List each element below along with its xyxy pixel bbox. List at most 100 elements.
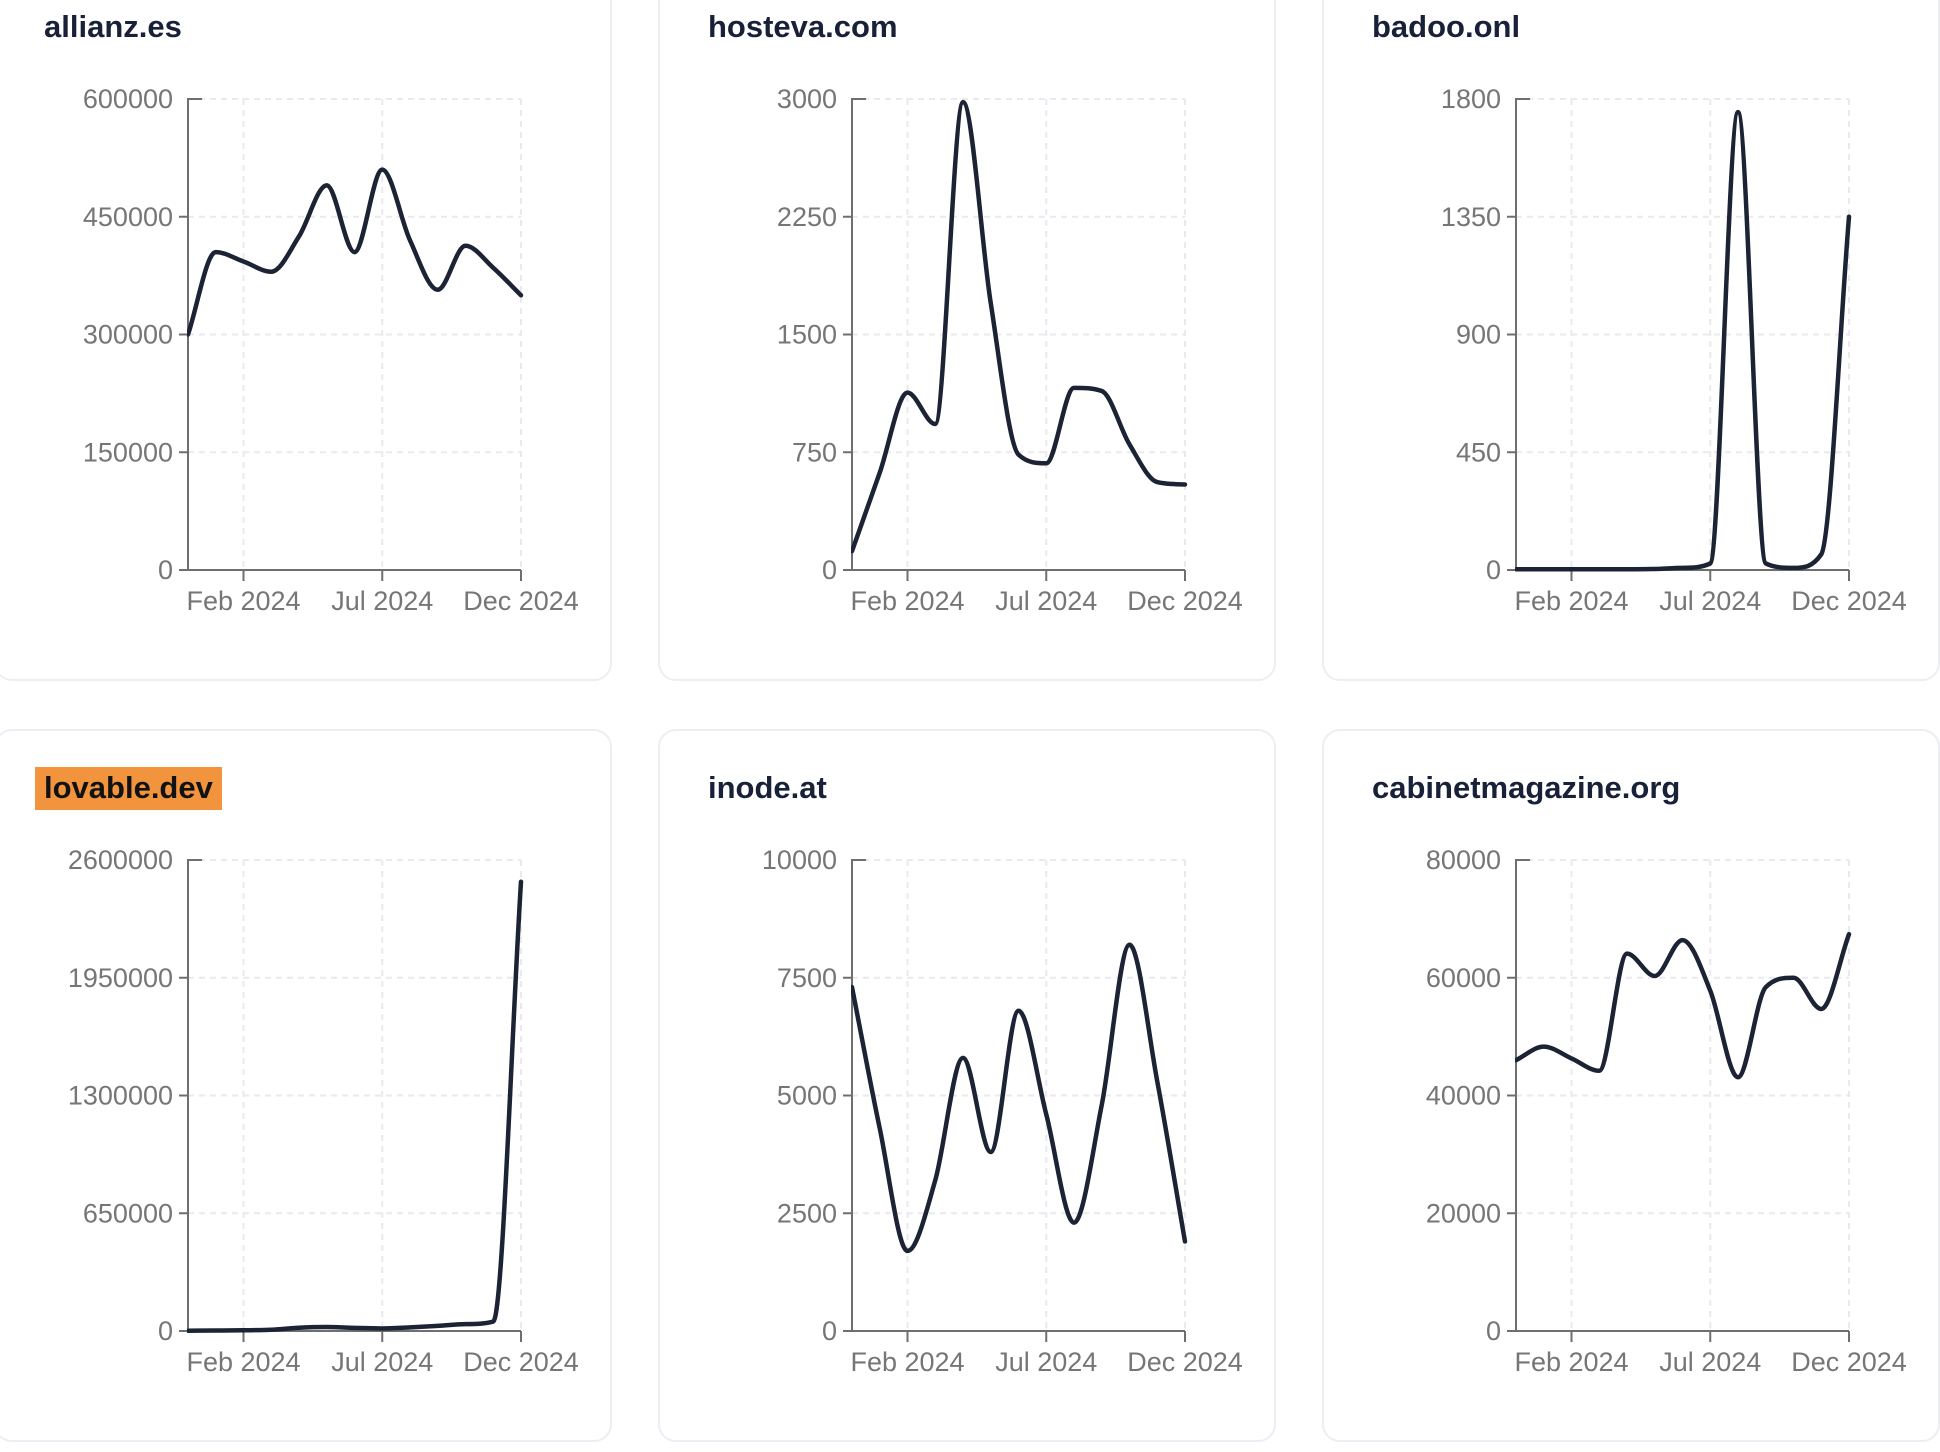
chart-card: allianz.es 0 150000 300000 450000 600000 Feb … [0,0,612,681]
chart-title: badoo.onl [1372,8,1520,46]
x-tick-label: Jul 2024 [995,1347,1097,1377]
chart-title: lovable.dev [35,767,222,810]
y-tick-labels: 0 20000 40000 60000 80000 [1426,845,1501,1346]
x-tick-label: Dec 2024 [1791,1347,1907,1377]
y-tick-label: 80000 [1426,845,1501,875]
x-tick-label: Jul 2024 [331,1347,433,1377]
y-tick-label: 20000 [1426,1198,1501,1228]
axes [843,98,1186,581]
y-tick-label: 0 [158,1316,173,1346]
y-tick-label: 2500 [777,1198,837,1228]
y-tick-label: 0 [1486,1316,1501,1346]
axes [179,98,522,581]
x-tick-label: Dec 2024 [1127,586,1243,616]
x-tick-label: Feb 2024 [1514,1347,1628,1377]
chart-card: hosteva.com 0 750 1500 2250 3000 Feb 2024 Jul … [658,0,1276,681]
series-line [851,942,1188,1254]
y-tick-label: 300000 [83,320,173,350]
chart-card: cabinetmagazine.org 0 20000 40000 60000 8000… [1322,729,1940,1442]
y-tick-label: 10000 [762,845,837,875]
y-tick-labels: 0 650000 1300000 1950000 2600000 [68,845,173,1346]
x-tick-label: Jul 2024 [1659,586,1761,616]
y-tick-label: 600000 [83,84,173,114]
chart-title-text: inode.at [708,770,827,805]
y-tick-labels: 0 150000 300000 450000 600000 [83,84,173,585]
series-line [187,879,524,1333]
chart-title: allianz.es [44,8,182,46]
y-tick-label: 40000 [1426,1081,1501,1111]
x-tick-label: Jul 2024 [995,586,1097,616]
gridlines [188,98,522,570]
x-tick-labels: Feb 2024 Jul 2024 Dec 2024 [186,586,578,616]
line-chart: 0 20000 40000 60000 80000 Feb 2024 Jul 2024 Dec… [1426,845,1907,1377]
y-tick-label: 450000 [83,202,173,232]
y-tick-label: 60000 [1426,963,1501,993]
chart-title: hosteva.com [708,8,898,46]
y-tick-label: 7500 [777,963,837,993]
gridlines [852,98,1186,570]
chart-title-text: lovable.dev [35,767,222,810]
chart-title: cabinetmagazine.org [1372,769,1680,807]
y-tick-label: 2250 [777,202,837,232]
gridlines [1516,859,1850,1331]
line-chart: 0 150000 300000 450000 600000 Feb 2024 Jul 202… [83,84,579,616]
x-tick-label: Dec 2024 [1791,586,1907,616]
x-tick-label: Feb 2024 [850,586,964,616]
x-tick-labels: Feb 2024 Jul 2024 Dec 2024 [1514,1347,1906,1377]
line-chart: 0 450 900 1350 1800 Feb 2024 Jul 2024 Dec 2024 [1441,84,1907,616]
x-tick-label: Dec 2024 [1127,1347,1243,1377]
y-tick-label: 150000 [83,437,173,467]
x-tick-labels: Feb 2024 Jul 2024 Dec 2024 [1514,586,1906,616]
chart-card: badoo.onl 0 450 900 1350 1800 Feb 2024 Jul 202… [1322,0,1940,681]
y-tick-label: 450 [1456,437,1501,467]
y-tick-label: 3000 [777,84,837,114]
x-tick-label: Feb 2024 [1514,586,1628,616]
chart-title: inode.at [708,769,827,807]
series-line [1515,931,1852,1080]
x-tick-label: Feb 2024 [186,1347,300,1377]
y-tick-label: 1300000 [68,1081,173,1111]
y-tick-label: 1950000 [68,963,173,993]
axes [179,859,522,1342]
y-tick-label: 0 [822,555,837,585]
series-line [1515,109,1852,572]
chart-title-text: badoo.onl [1372,9,1521,44]
y-tick-label: 2600000 [68,845,173,875]
x-tick-label: Dec 2024 [463,1347,579,1377]
gridlines [852,859,1186,1331]
line-chart: 0 650000 1300000 1950000 2600000 Feb 2024 Jul … [68,845,579,1377]
x-tick-labels: Feb 2024 Jul 2024 Dec 2024 [850,1347,1242,1377]
y-tick-labels: 0 2500 5000 7500 10000 [762,845,837,1346]
y-tick-label: 900 [1456,320,1501,350]
y-tick-label: 1800 [1441,84,1501,114]
chart-card: inode.at 0 2500 5000 7500 10000 Feb 2024 Jul 2… [658,729,1276,1442]
chart-title-text: cabinetmagazine.org [1372,770,1681,805]
axes [843,859,1186,1342]
y-tick-label: 750 [792,437,837,467]
series-line [851,99,1188,554]
y-tick-label: 1350 [1441,202,1501,232]
x-tick-label: Jul 2024 [331,586,433,616]
y-tick-labels: 0 750 1500 2250 3000 [777,84,837,585]
y-tick-label: 650000 [83,1198,173,1228]
chart-title-text: hosteva.com [708,9,898,44]
x-tick-labels: Feb 2024 Jul 2024 Dec 2024 [186,1347,578,1377]
gridlines [1516,98,1850,570]
gridlines [188,859,522,1331]
chart-card: lovable.dev 0 650000 1300000 1950000 2600000… [0,729,612,1442]
y-tick-labels: 0 450 900 1350 1800 [1441,84,1501,585]
x-tick-label: Jul 2024 [1659,1347,1761,1377]
axes [1507,98,1850,581]
axes [1507,859,1850,1342]
y-tick-label: 0 [158,555,173,585]
x-tick-label: Dec 2024 [463,586,579,616]
y-tick-label: 1500 [777,320,837,350]
x-tick-label: Feb 2024 [186,586,300,616]
y-tick-label: 0 [822,1316,837,1346]
y-tick-label: 5000 [777,1081,837,1111]
line-chart: 0 2500 5000 7500 10000 Feb 2024 Jul 2024 Dec 20… [762,845,1243,1377]
x-tick-labels: Feb 2024 Jul 2024 Dec 2024 [850,586,1242,616]
series-line [187,167,524,337]
x-tick-label: Feb 2024 [850,1347,964,1377]
